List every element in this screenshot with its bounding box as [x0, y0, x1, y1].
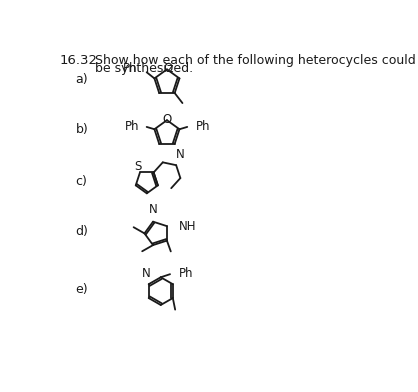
- Text: O: O: [162, 113, 171, 126]
- Text: d): d): [76, 225, 88, 238]
- Text: c): c): [76, 174, 87, 187]
- Text: N: N: [149, 203, 158, 216]
- Text: be synthesized.: be synthesized.: [95, 62, 193, 74]
- Text: NH: NH: [179, 220, 197, 232]
- Text: 16.32: 16.32: [60, 54, 98, 67]
- Text: N: N: [142, 267, 151, 280]
- Text: O: O: [163, 62, 172, 75]
- Text: b): b): [76, 123, 88, 136]
- Text: Ph: Ph: [125, 120, 139, 132]
- Text: N: N: [176, 148, 185, 161]
- Text: e): e): [76, 283, 88, 296]
- Text: Ph: Ph: [123, 62, 138, 75]
- Text: a): a): [76, 73, 88, 86]
- Text: S: S: [135, 160, 142, 173]
- Text: Ph: Ph: [179, 267, 194, 280]
- Text: Ph: Ph: [196, 120, 210, 132]
- Text: Show how each of the following heterocycles could: Show how each of the following heterocyc…: [95, 54, 415, 67]
